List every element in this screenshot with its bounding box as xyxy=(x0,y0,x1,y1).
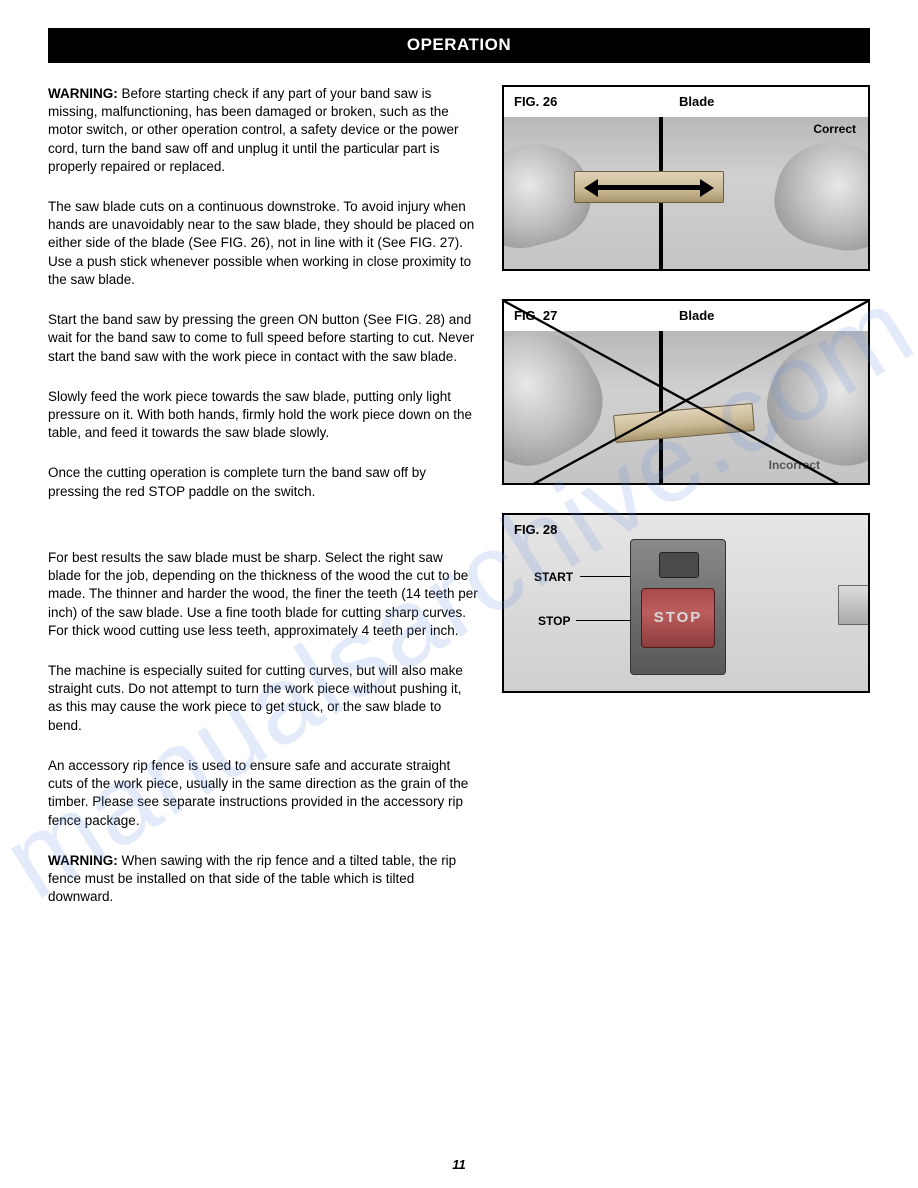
double-arrow-icon xyxy=(584,183,714,193)
section-header: OPERATION xyxy=(48,28,870,63)
stop-paddle-illustration: STOP xyxy=(641,588,715,648)
paragraph: An accessory rip fence is used to ensure… xyxy=(48,757,478,830)
figure-label: FIG. 28 xyxy=(514,521,557,539)
paragraph: For best results the saw blade must be s… xyxy=(48,549,478,640)
status-label-incorrect: Incorrect xyxy=(769,457,820,473)
warning-label: WARNING: xyxy=(48,86,118,101)
status-label-correct: Correct xyxy=(813,121,856,137)
figure-28: FIG. 28 START STOP STOP xyxy=(502,513,870,693)
warning-paragraph-1: WARNING: Before starting check if any pa… xyxy=(48,85,478,176)
figure-label: FIG. 26 xyxy=(514,93,557,111)
page-number: 11 xyxy=(0,1156,918,1174)
blade-slot xyxy=(659,331,663,483)
text-column: WARNING: Before starting check if any pa… xyxy=(48,85,478,928)
figure-27: FIG. 27 Blade Incorrect xyxy=(502,299,870,485)
warning-paragraph-2: WARNING: When sawing with the rip fence … xyxy=(48,852,478,907)
side-fixture-illustration xyxy=(838,585,868,625)
switch-body-illustration: STOP xyxy=(630,539,726,675)
start-button-illustration xyxy=(659,552,699,578)
leader-line xyxy=(576,620,636,622)
stop-label: STOP xyxy=(538,613,570,629)
content-area: WARNING: Before starting check if any pa… xyxy=(48,85,870,928)
paragraph: The saw blade cuts on a continuous downs… xyxy=(48,198,478,289)
blade-label: Blade xyxy=(679,307,714,325)
figure-label: FIG. 27 xyxy=(514,307,557,325)
paragraph: Once the cutting operation is complete t… xyxy=(48,464,478,500)
start-label: START xyxy=(534,569,573,585)
blade-label: Blade xyxy=(679,93,714,111)
paragraph: The machine is especially suited for cut… xyxy=(48,662,478,735)
paragraph: Start the band saw by pressing the green… xyxy=(48,311,478,366)
figure-column: FIG. 26 Blade Correct FIG. 27 Blade Inco… xyxy=(502,85,870,928)
figure-26: FIG. 26 Blade Correct xyxy=(502,85,870,271)
paragraph: Slowly feed the work piece towards the s… xyxy=(48,388,478,443)
warning-label: WARNING: xyxy=(48,853,118,868)
